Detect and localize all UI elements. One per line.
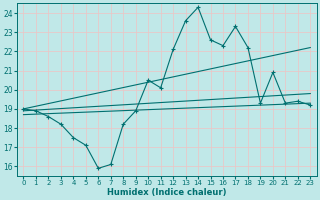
- X-axis label: Humidex (Indice chaleur): Humidex (Indice chaleur): [107, 188, 227, 197]
